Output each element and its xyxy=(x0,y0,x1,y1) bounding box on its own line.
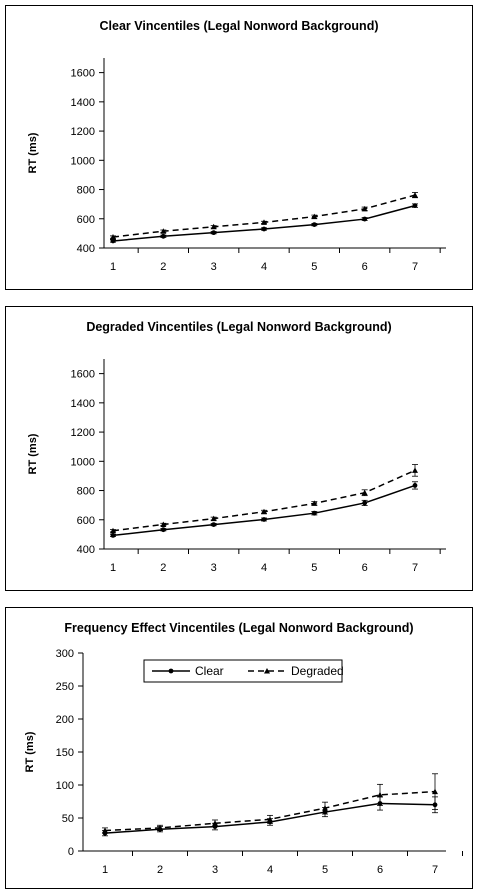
y-tick-label: 100 xyxy=(56,780,74,792)
x-tick-label: 1 xyxy=(102,864,108,876)
legend-marker-triangle xyxy=(264,668,270,674)
y-tick-label: 1200 xyxy=(71,126,95,138)
y-tick-label: 800 xyxy=(77,185,95,197)
data-point-circle xyxy=(211,522,217,527)
chart-clear-vincentiles: Clear Vincentiles (Legal Nonword Backgro… xyxy=(27,19,446,273)
chart-panel-degraded: Degraded Vincentiles (Legal Nonword Back… xyxy=(5,306,473,591)
data-point-circle xyxy=(160,233,166,239)
data-point-circle xyxy=(412,203,418,209)
y-tick-label: 1600 xyxy=(71,68,95,80)
legend-label: Clear xyxy=(195,664,224,678)
y-axis-label: RT (ms) xyxy=(27,433,39,474)
data-point-triangle xyxy=(110,234,116,240)
x-tick-label: 5 xyxy=(322,864,328,876)
data-point-circle xyxy=(261,226,267,232)
x-tick-label: 4 xyxy=(261,261,267,273)
x-tick-label: 5 xyxy=(311,562,317,574)
data-point-circle xyxy=(110,238,116,244)
y-tick-label: 1000 xyxy=(71,456,95,468)
chart-title: Frequency Effect Vincentiles (Legal Nonw… xyxy=(64,621,413,635)
y-tick-label: 1000 xyxy=(71,155,95,167)
x-tick-label: 2 xyxy=(160,562,166,574)
data-point-triangle xyxy=(267,816,273,822)
data-point-triangle xyxy=(110,527,116,534)
data-point-circle xyxy=(110,533,116,538)
data-point-triangle xyxy=(210,223,217,230)
x-tick-label: 2 xyxy=(160,261,166,273)
chart-title: Degraded Vincentiles (Legal Nonword Back… xyxy=(86,320,391,334)
data-point-triangle xyxy=(377,791,383,798)
y-tick-label: 400 xyxy=(77,544,95,556)
data-point-triangle xyxy=(322,805,328,811)
data-point-circle xyxy=(311,510,317,516)
data-point-triangle xyxy=(412,467,418,473)
legend-box xyxy=(143,659,343,683)
y-tick-label: 250 xyxy=(56,681,74,693)
x-tick-label: 5 xyxy=(311,261,317,273)
y-tick-label: 1600 xyxy=(71,369,95,381)
x-tick-label: 7 xyxy=(412,562,418,574)
y-tick-label: 1400 xyxy=(71,97,95,109)
y-tick-label: 1200 xyxy=(71,427,95,439)
x-tick-label: 1 xyxy=(110,261,116,273)
y-tick-label: 400 xyxy=(77,243,95,255)
chart-frequency-effect-vincentiles: Frequency Effect Vincentiles (Legal Nonw… xyxy=(24,621,463,876)
data-point-circle xyxy=(311,222,317,228)
data-point-triangle xyxy=(361,205,368,212)
x-tick-label: 6 xyxy=(362,261,368,273)
data-point-triangle xyxy=(361,489,368,496)
data-point-circle xyxy=(362,500,368,506)
x-tick-label: 3 xyxy=(212,864,218,876)
chart-panel-frequency-effect: Frequency Effect Vincentiles (Legal Nonw… xyxy=(5,607,473,889)
data-point-triangle xyxy=(311,500,318,506)
data-point-triangle xyxy=(157,824,163,831)
data-point-triangle xyxy=(160,521,167,527)
data-point-circle xyxy=(211,230,217,236)
y-axis-label: RT (ms) xyxy=(24,731,36,772)
y-tick-label: 0 xyxy=(68,846,74,858)
data-point-triangle xyxy=(212,820,218,826)
y-tick-label: 1400 xyxy=(71,398,95,410)
data-point-circle xyxy=(160,527,166,533)
chart-panel-clear: Clear Vincentiles (Legal Nonword Backgro… xyxy=(5,5,473,290)
x-tick-label: 6 xyxy=(362,562,368,574)
x-tick-label: 4 xyxy=(261,562,267,574)
data-point-triangle xyxy=(102,827,108,834)
legend-marker-circle xyxy=(168,668,174,674)
legend-label: Degraded xyxy=(291,664,344,678)
y-tick-label: 200 xyxy=(56,714,74,726)
chart-degraded-vincentiles: Degraded Vincentiles (Legal Nonword Back… xyxy=(27,320,446,574)
x-tick-label: 3 xyxy=(211,562,217,574)
data-point-triangle xyxy=(261,219,267,225)
data-point-triangle xyxy=(261,508,267,515)
x-tick-label: 2 xyxy=(157,864,163,876)
x-tick-label: 6 xyxy=(377,864,383,876)
y-tick-label: 300 xyxy=(56,648,74,660)
data-point-circle xyxy=(261,517,267,522)
x-tick-label: 3 xyxy=(211,261,217,273)
data-point-triangle xyxy=(412,192,418,198)
y-tick-label: 800 xyxy=(77,486,95,498)
y-tick-label: 50 xyxy=(62,813,74,825)
data-point-triangle xyxy=(160,228,167,234)
data-point-triangle xyxy=(432,788,438,795)
data-point-triangle xyxy=(311,213,318,220)
x-tick-label: 7 xyxy=(412,261,418,273)
x-tick-label: 7 xyxy=(432,864,438,876)
data-point-triangle xyxy=(210,515,217,522)
x-tick-label: 1 xyxy=(110,562,116,574)
y-axis-label: RT (ms) xyxy=(27,132,39,173)
x-tick-label: 4 xyxy=(267,864,273,876)
y-tick-label: 600 xyxy=(77,515,95,527)
y-tick-label: 600 xyxy=(77,214,95,226)
y-tick-label: 150 xyxy=(56,747,74,759)
chart-title: Clear Vincentiles (Legal Nonword Backgro… xyxy=(100,19,379,33)
data-point-circle xyxy=(412,483,418,488)
data-point-circle xyxy=(362,216,368,222)
